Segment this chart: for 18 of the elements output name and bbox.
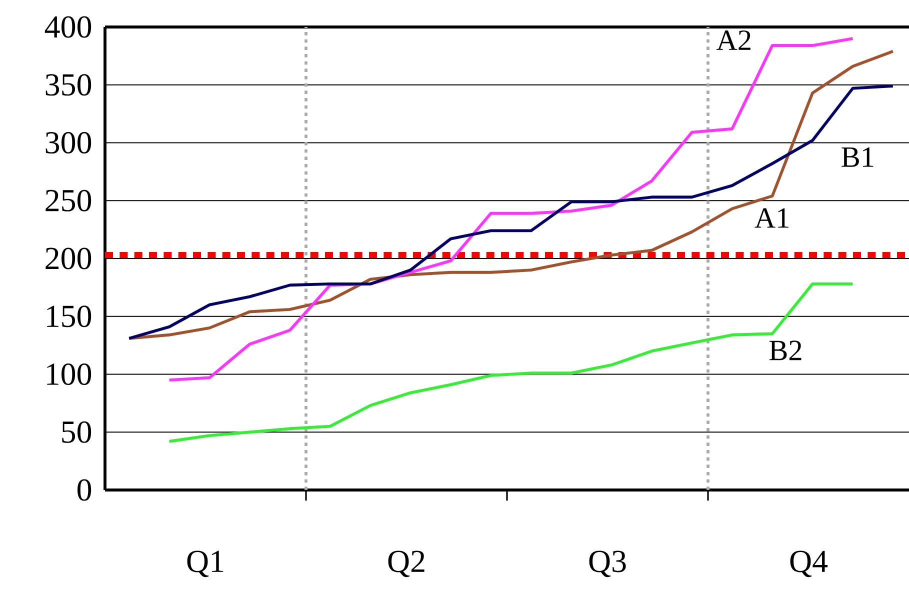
line-series [168,282,854,443]
text: Q1 [187,550,224,578]
series-label: A2 [716,30,750,50]
series-label: A1 [754,208,788,228]
y-tick-label: 400 [44,16,92,38]
y-tick-label: 350 [46,74,92,96]
series-label: B2 [769,340,802,360]
y-tick-label: 300 [46,132,92,154]
series-label: B1 [842,147,874,167]
y-tick-label: 250 [46,190,92,212]
text: Q2 [388,550,424,578]
y-tick-label: 50 [62,421,92,443]
y-tick-label: 100 [47,363,92,386]
text: Q4 [790,550,828,578]
text: Q3 [589,550,626,578]
y-tick-label: 200 [46,248,92,270]
y-tick-label: 0 [78,479,92,501]
y-tick-label: 150 [47,306,92,328]
